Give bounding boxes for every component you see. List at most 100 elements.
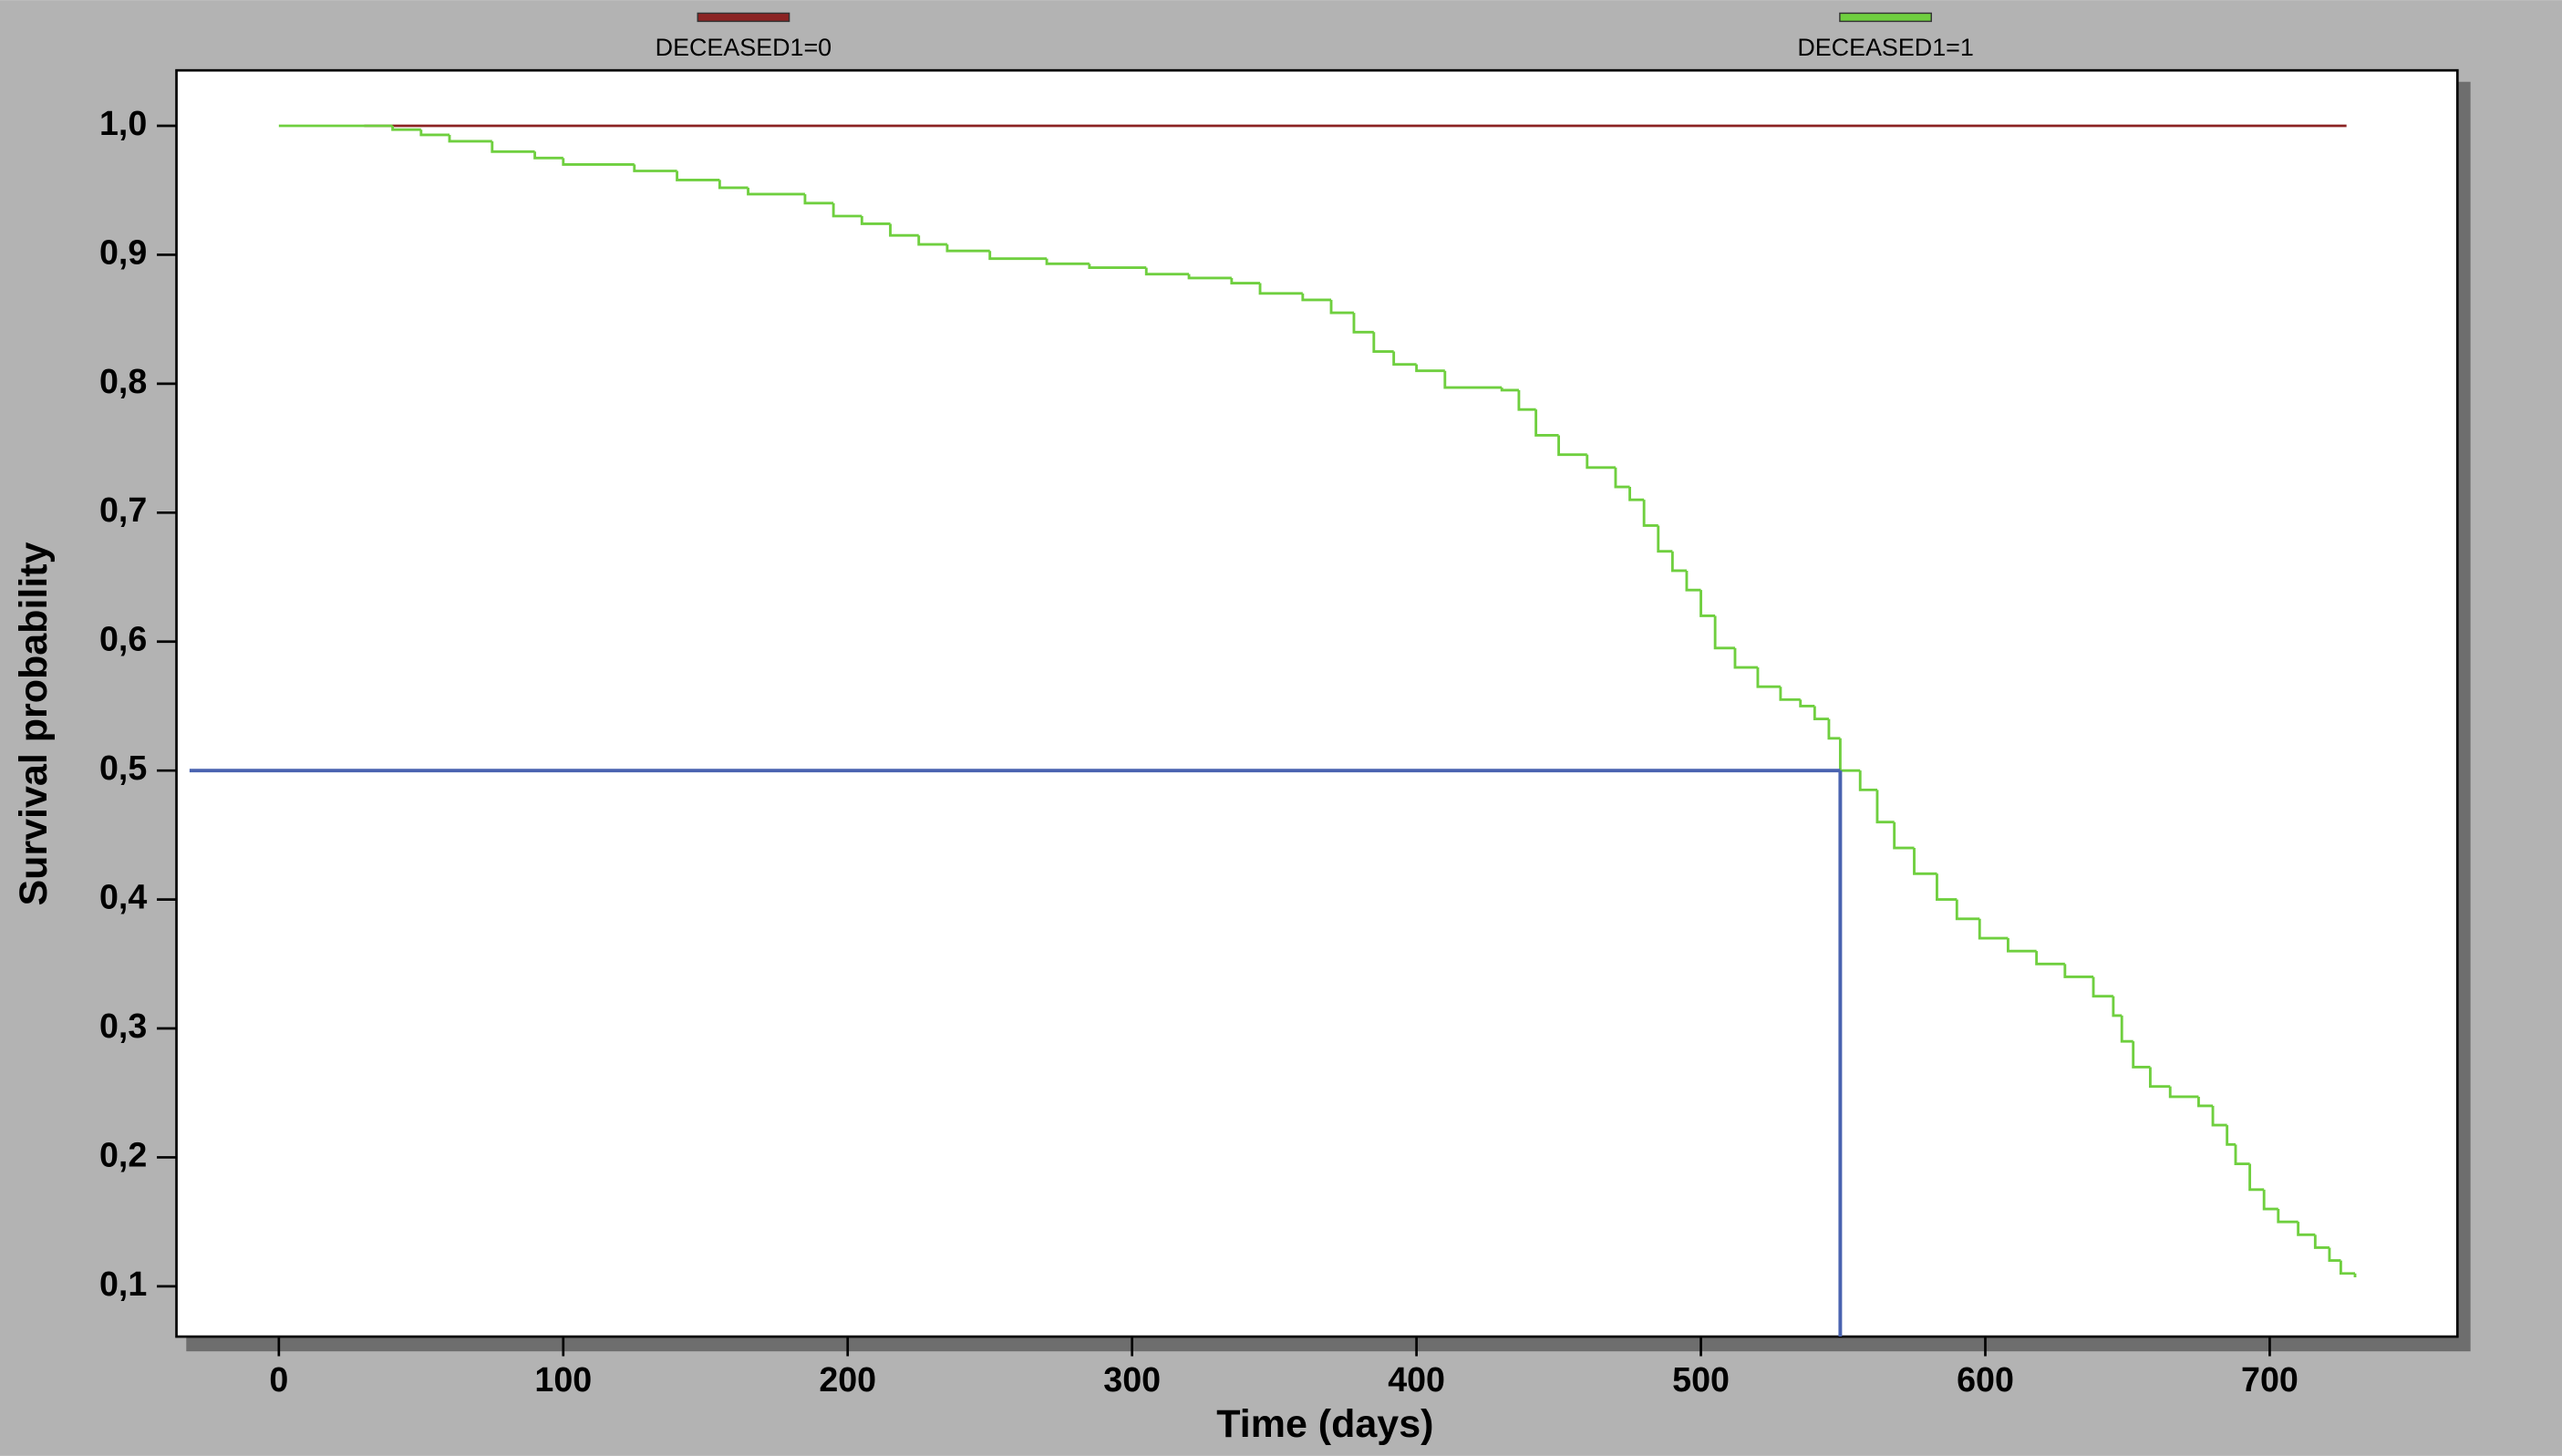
y-tick-label: 1,0 <box>99 104 147 142</box>
survival-step <box>2262 1189 2278 1211</box>
survival-step <box>1936 873 1958 902</box>
survival-step <box>1978 918 2009 940</box>
survival-step <box>803 193 834 205</box>
survival-step <box>860 216 891 225</box>
legend-swatch <box>697 12 790 23</box>
survival-step <box>391 125 421 131</box>
survival-step <box>1628 487 1645 501</box>
survival-step <box>1230 277 1261 284</box>
survival-step <box>2297 1222 2316 1236</box>
survival-step <box>2248 1163 2265 1192</box>
survival-step <box>1088 263 1147 270</box>
x-tick-label: 500 <box>1672 1360 1730 1399</box>
y-tick-label: 0,1 <box>99 1265 147 1303</box>
y-tick-label: 0,3 <box>99 1007 147 1045</box>
survival-step <box>2339 1260 2356 1275</box>
survival-step <box>2035 951 2065 966</box>
survival-step <box>448 134 492 143</box>
survival-step <box>718 180 749 190</box>
x-tick-label: 700 <box>2241 1360 2299 1399</box>
survival-step <box>2313 1234 2330 1249</box>
survival-step <box>2120 1015 2133 1043</box>
survival-step <box>533 151 563 160</box>
survival-step <box>1893 821 1915 850</box>
survival-step <box>2197 1096 2214 1108</box>
survival-step <box>2112 996 2123 1017</box>
survival-step <box>2063 964 2094 978</box>
survival-step <box>889 223 919 237</box>
survival-step <box>2328 1247 2341 1263</box>
survival-step <box>1301 293 1332 302</box>
survival-step <box>2148 1067 2171 1089</box>
survival-step <box>1713 615 1735 650</box>
survival-step <box>1827 718 1841 740</box>
legend-swatch <box>1839 12 1932 23</box>
survival-step <box>1955 899 1980 921</box>
survival-step <box>832 202 863 218</box>
legend-label: DECEASED1=1 <box>1797 34 1973 61</box>
survival-step <box>1614 467 1630 489</box>
survival-step <box>1733 647 1758 669</box>
survival-step <box>1875 790 1895 824</box>
survival-step <box>676 170 720 181</box>
y-tick-label: 0,7 <box>99 490 147 529</box>
y-tick-label: 0,2 <box>99 1135 147 1173</box>
y-tick-label: 0,6 <box>99 620 147 658</box>
survival-step <box>1642 500 1658 527</box>
survival-step <box>1670 551 1687 573</box>
survival-step <box>1756 667 1781 688</box>
survival-step <box>1685 570 1701 592</box>
survival-step <box>1799 699 1815 707</box>
survival-step <box>1352 313 1374 334</box>
survival-step <box>2168 1086 2199 1099</box>
survival-step <box>491 140 535 153</box>
y-tick-label: 0,8 <box>99 362 147 400</box>
survival-step <box>2092 976 2113 998</box>
y-axis-label: Survival probability <box>12 542 56 905</box>
survival-step <box>562 158 635 166</box>
x-tick-label: 0 <box>269 1360 288 1399</box>
survival-step <box>2211 1105 2227 1127</box>
survival-step <box>1586 454 1616 470</box>
survival-step <box>917 235 947 246</box>
x-tick-label: 300 <box>1103 1360 1161 1399</box>
survival-step <box>1858 770 1877 791</box>
survival-step <box>2007 938 2037 953</box>
survival-step <box>1913 848 1937 875</box>
plot-area <box>175 68 2459 1338</box>
survival-step <box>1372 332 1394 353</box>
survival-step <box>1187 274 1232 280</box>
x-axis-label: Time (days) <box>1216 1402 1433 1446</box>
survival-step <box>1415 364 1445 373</box>
y-tick-label: 0,4 <box>99 878 147 916</box>
survival-step <box>2226 1125 2236 1146</box>
survival-step <box>747 187 805 196</box>
survival-step <box>1813 706 1829 721</box>
survival-step <box>1329 299 1354 315</box>
x-tick-label: 600 <box>1957 1360 2014 1399</box>
survival-step <box>945 244 990 253</box>
survival-step <box>1534 409 1559 437</box>
survival-step <box>1699 590 1716 617</box>
x-tick-label: 400 <box>1388 1360 1445 1399</box>
survival-step <box>2277 1209 2299 1224</box>
survival-step <box>1258 283 1303 295</box>
survival-step <box>1500 387 1519 392</box>
x-tick-label: 200 <box>819 1360 876 1399</box>
survival-step <box>1045 258 1090 265</box>
survival-step <box>2234 1144 2250 1165</box>
survival-step <box>1517 389 1536 411</box>
survival-step <box>1144 267 1190 276</box>
survival-step <box>419 129 450 137</box>
survival-step <box>1443 370 1503 389</box>
x-tick-label: 100 <box>534 1360 592 1399</box>
survival-step <box>1657 525 1673 553</box>
survival-step <box>1557 435 1587 457</box>
y-tick-label: 0,9 <box>99 232 147 271</box>
survival-step <box>633 164 677 172</box>
survival-step <box>2132 1041 2151 1069</box>
survival-step <box>1779 687 1801 701</box>
survival-step <box>1392 351 1417 367</box>
